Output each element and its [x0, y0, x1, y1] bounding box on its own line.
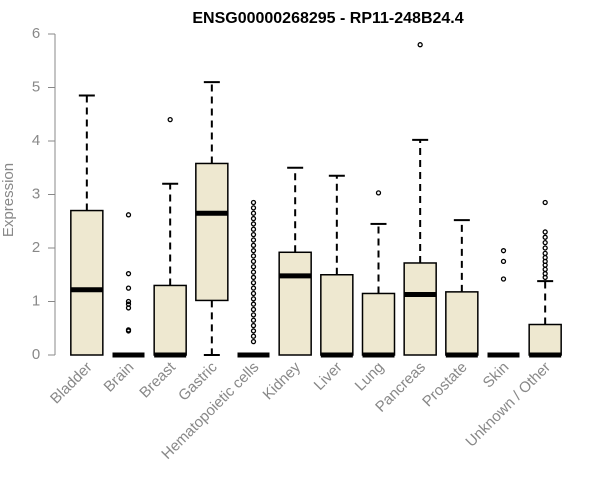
outlier-point	[250, 226, 257, 232]
outlier-point	[250, 258, 257, 265]
outlier-point	[250, 290, 257, 297]
x-tick-label: Breast	[136, 358, 179, 401]
outlier-point	[250, 205, 257, 211]
outlier-point	[542, 271, 548, 277]
y-tick-label: 5	[32, 78, 40, 95]
x-tick-label: Kidney	[260, 358, 305, 403]
box-body	[361, 292, 396, 356]
outlier-point	[250, 333, 257, 339]
box-body	[195, 162, 229, 302]
outlier-point	[250, 285, 257, 291]
outlier-point	[250, 237, 257, 243]
x-tick-label: Bladder	[47, 359, 96, 408]
outlier-point	[542, 245, 548, 251]
outlier-point	[125, 327, 132, 333]
box-6	[320, 174, 354, 358]
outlier-point	[250, 280, 257, 286]
box-11	[528, 199, 562, 358]
y-tick-label: 6	[32, 25, 40, 42]
y-axis: 0 1 2 3 4 5 6	[32, 25, 56, 363]
box-body	[278, 251, 312, 356]
y-tick-label: 2	[32, 239, 40, 256]
x-tick-label: Lung	[352, 359, 388, 395]
outlier-point	[250, 248, 257, 254]
outlier-point	[125, 271, 132, 277]
outlier-point	[250, 312, 257, 318]
outlier-point	[375, 190, 382, 196]
outlier-point	[125, 212, 132, 218]
outlier-point	[250, 301, 257, 307]
outlier-point	[250, 215, 257, 222]
box-10	[487, 248, 520, 358]
outlier-point	[250, 221, 257, 227]
outlier-point	[542, 254, 548, 261]
outlier-point	[250, 306, 257, 313]
box-2	[153, 116, 187, 358]
box-8	[403, 42, 437, 356]
box-7	[361, 190, 396, 358]
outlier-point	[542, 239, 548, 246]
box-5	[278, 166, 312, 356]
outlier-point	[250, 242, 257, 248]
outlier-point	[500, 258, 507, 265]
outlier-point	[500, 276, 507, 282]
box-body	[320, 274, 354, 356]
outlier-point	[542, 266, 548, 273]
outlier-point	[250, 328, 257, 334]
box-body	[70, 209, 104, 356]
outlier-point	[250, 274, 257, 281]
outlier-point	[542, 234, 548, 240]
outlier-point	[167, 116, 173, 123]
x-tick-label: Skin	[480, 359, 513, 392]
boxes-layer	[70, 42, 562, 358]
outlier-point	[250, 317, 257, 323]
outlier-point	[250, 338, 257, 345]
outlier-point	[417, 42, 423, 48]
outlier-point	[542, 199, 548, 206]
outlier-point	[250, 296, 257, 302]
box-body	[403, 262, 437, 356]
outlier-point	[250, 264, 257, 270]
box-body	[528, 323, 562, 356]
outlier-point	[250, 199, 257, 206]
box-4	[237, 199, 270, 358]
outlier-point	[250, 269, 257, 275]
y-tick-label: 3	[32, 185, 40, 202]
outlier-point	[250, 210, 257, 216]
outlier-point	[125, 298, 132, 305]
chart-title: ENSG00000268295 - RP11-248B24.4	[192, 10, 463, 27]
outlier-point	[250, 322, 257, 329]
x-tick-label: Prostate	[419, 359, 471, 411]
outlier-point	[542, 229, 548, 235]
box-body	[153, 284, 187, 356]
x-tick-label: Brain	[101, 359, 138, 396]
box-1	[112, 212, 145, 358]
box-0	[70, 94, 104, 356]
y-tick-label: 1	[32, 292, 40, 309]
y-axis-label: Expression	[0, 163, 17, 237]
x-tick-label: Liver	[311, 359, 346, 394]
box-3	[195, 81, 229, 356]
y-tick-label: 4	[32, 132, 40, 149]
outlier-point	[125, 301, 132, 307]
outlier-point	[250, 231, 257, 238]
box-body	[445, 291, 479, 356]
outlier-point	[250, 253, 257, 259]
outlier-point	[500, 248, 507, 254]
outlier-point	[125, 285, 132, 291]
box-9	[445, 219, 479, 358]
outlier-point	[542, 250, 548, 257]
y-tick-label: 0	[32, 346, 40, 363]
